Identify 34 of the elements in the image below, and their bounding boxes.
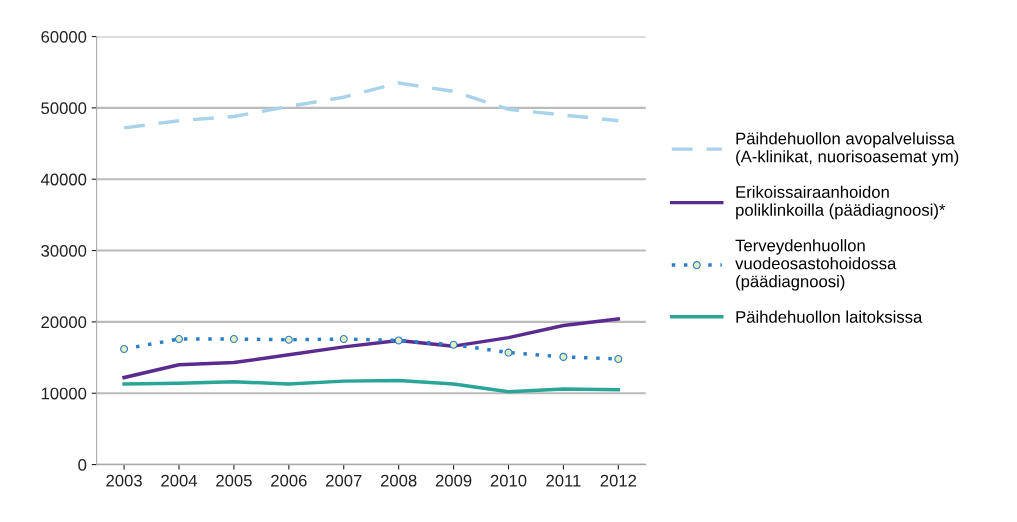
y-tick-label: 20000 xyxy=(41,316,87,329)
point xyxy=(559,352,568,361)
point xyxy=(504,348,513,357)
y-tick-label: 40000 xyxy=(40,173,87,186)
x-tick-label: 2010 xyxy=(490,474,527,487)
x-tick-label: 2009 xyxy=(435,474,472,487)
y-tick-label: 0 xyxy=(78,458,87,471)
legend-label: Päihdehuollon laitoksissa xyxy=(736,310,923,323)
x-tick-label: 2003 xyxy=(106,474,142,487)
legend-label: Päihdehuollon avopalveluissa (A-klinikat, nuorisoasemat ym) xyxy=(736,132,959,166)
point xyxy=(339,334,348,344)
point xyxy=(174,334,184,344)
x-tick-label: 2011 xyxy=(546,474,581,487)
legend-label: Terveydenhuollon vuodeosastohoidossa (päädiagnoosi) xyxy=(735,239,897,291)
x-tick-label: 2005 xyxy=(216,474,252,487)
point xyxy=(394,336,403,345)
x-tick-label: 2007 xyxy=(326,474,362,487)
y-tick-label: 50000 xyxy=(41,102,87,115)
point xyxy=(120,344,129,354)
line-series xyxy=(122,317,621,380)
x-tick-label: 2008 xyxy=(380,474,417,487)
x-tick-label: 2006 xyxy=(271,474,307,487)
y-tick-label: 10000 xyxy=(41,387,87,400)
legend-label: Erikoissairaanhoidon poliklinkoilla (päädiagnoosi)* xyxy=(736,185,946,220)
point xyxy=(284,335,293,344)
line-series xyxy=(122,81,621,130)
x-tick-label: 2004 xyxy=(161,474,198,487)
point xyxy=(614,354,623,364)
x-tick-label: 2012 xyxy=(600,474,637,487)
point xyxy=(229,334,238,344)
line-series xyxy=(122,378,621,394)
y-tick-label: 30000 xyxy=(41,244,87,257)
y-tick-label: 60000 xyxy=(41,30,87,43)
point xyxy=(449,340,458,349)
